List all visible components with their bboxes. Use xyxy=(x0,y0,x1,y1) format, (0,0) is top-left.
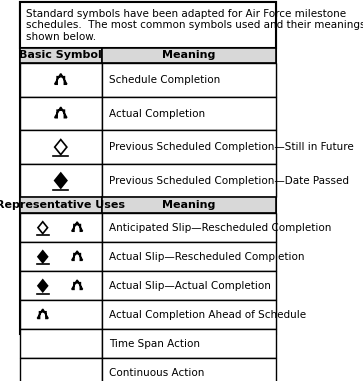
Bar xyxy=(102,164,276,197)
Bar xyxy=(102,63,276,97)
Text: Schedule Completion: Schedule Completion xyxy=(109,75,220,85)
Text: Continuous Action: Continuous Action xyxy=(109,368,204,378)
Bar xyxy=(20,97,102,130)
Bar xyxy=(20,130,102,164)
Polygon shape xyxy=(38,280,48,292)
Polygon shape xyxy=(38,251,48,263)
Bar xyxy=(102,97,276,130)
Polygon shape xyxy=(72,222,82,231)
Text: Meaning: Meaning xyxy=(162,200,215,210)
Bar xyxy=(20,359,102,381)
Polygon shape xyxy=(72,251,82,260)
Bar xyxy=(102,48,276,63)
Polygon shape xyxy=(73,370,84,376)
Bar xyxy=(20,164,102,197)
Bar xyxy=(20,213,102,242)
Text: Actual Slip—Rescheduled Completion: Actual Slip—Rescheduled Completion xyxy=(109,252,304,262)
Bar xyxy=(20,330,102,359)
Bar xyxy=(20,300,102,330)
Text: Actual Completion: Actual Completion xyxy=(109,109,205,118)
Text: Previous Scheduled Completion—Still in Future: Previous Scheduled Completion—Still in F… xyxy=(109,142,354,152)
Polygon shape xyxy=(72,280,82,289)
Text: Actual Slip—Actual Completion: Actual Slip—Actual Completion xyxy=(109,281,271,291)
Polygon shape xyxy=(55,173,67,188)
Text: Standard symbols have been adapted for Air Force milestone
schedules.  The most : Standard symbols have been adapted for A… xyxy=(25,9,363,42)
Polygon shape xyxy=(55,107,67,118)
Bar xyxy=(102,242,276,271)
Bar xyxy=(102,197,276,213)
Text: Previous Scheduled Completion—Date Passed: Previous Scheduled Completion—Date Passe… xyxy=(109,176,349,186)
Bar xyxy=(102,271,276,300)
Text: Meaning: Meaning xyxy=(162,51,215,61)
Text: Actual Completion Ahead of Schedule: Actual Completion Ahead of Schedule xyxy=(109,310,306,320)
Bar xyxy=(102,130,276,164)
Bar xyxy=(20,63,102,97)
Bar xyxy=(102,213,276,242)
Bar xyxy=(20,48,102,63)
Text: Time Span Action: Time Span Action xyxy=(109,339,200,349)
Text: Basic Symbol: Basic Symbol xyxy=(19,51,102,61)
Bar xyxy=(20,271,102,300)
Polygon shape xyxy=(37,367,48,376)
Bar xyxy=(20,197,102,213)
Polygon shape xyxy=(37,338,48,347)
Bar xyxy=(102,359,276,381)
Polygon shape xyxy=(72,338,82,347)
Bar xyxy=(20,242,102,271)
Bar xyxy=(20,2,276,48)
Bar xyxy=(102,300,276,330)
Polygon shape xyxy=(37,309,48,319)
Polygon shape xyxy=(55,139,67,155)
Text: Anticipated Slip—Rescheduled Completion: Anticipated Slip—Rescheduled Completion xyxy=(109,223,331,233)
Bar xyxy=(102,330,276,359)
Polygon shape xyxy=(55,74,67,84)
Polygon shape xyxy=(38,222,48,234)
Text: Representative Uses: Representative Uses xyxy=(0,200,125,210)
